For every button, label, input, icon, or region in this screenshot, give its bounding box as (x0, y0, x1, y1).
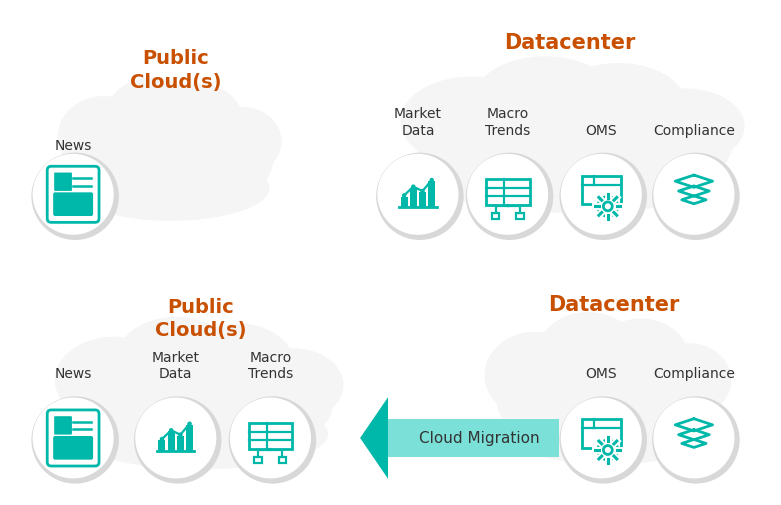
Ellipse shape (594, 320, 688, 398)
Ellipse shape (475, 58, 615, 142)
Circle shape (179, 433, 182, 436)
Bar (186, 425, 193, 451)
Ellipse shape (117, 318, 234, 400)
Circle shape (378, 155, 458, 235)
Circle shape (421, 190, 424, 193)
Bar (279, 457, 287, 463)
Circle shape (134, 397, 221, 483)
Ellipse shape (106, 79, 197, 156)
Circle shape (230, 398, 310, 478)
Text: Macro
Trends: Macro Trends (248, 350, 293, 381)
Ellipse shape (501, 395, 718, 464)
Bar (177, 436, 184, 451)
Circle shape (430, 179, 433, 182)
Bar (255, 457, 262, 463)
Circle shape (136, 398, 216, 478)
Ellipse shape (55, 338, 173, 423)
Bar (582, 420, 621, 448)
Text: News: News (55, 138, 92, 153)
Text: Cloud Migration: Cloud Migration (419, 431, 540, 445)
Ellipse shape (646, 344, 731, 416)
Circle shape (230, 397, 316, 483)
Text: Public
Cloud(s): Public Cloud(s) (155, 297, 247, 339)
FancyBboxPatch shape (53, 193, 93, 217)
Text: News: News (55, 367, 92, 381)
Bar (168, 432, 175, 451)
Ellipse shape (626, 90, 744, 164)
Text: Market
Data: Market Data (152, 350, 200, 381)
Text: Datacenter: Datacenter (548, 294, 680, 314)
Bar (248, 423, 292, 449)
Ellipse shape (244, 349, 343, 421)
Text: OMS: OMS (586, 367, 617, 381)
Circle shape (466, 154, 553, 240)
Ellipse shape (423, 142, 726, 213)
Circle shape (598, 197, 618, 217)
Circle shape (654, 398, 734, 478)
Circle shape (560, 154, 647, 240)
Circle shape (169, 429, 173, 432)
Circle shape (560, 397, 647, 483)
Ellipse shape (497, 342, 722, 457)
Bar (419, 193, 426, 208)
Ellipse shape (70, 107, 273, 215)
Bar (582, 176, 621, 205)
Ellipse shape (182, 325, 294, 403)
Text: Market
Data: Market Data (394, 107, 442, 137)
Ellipse shape (73, 156, 269, 221)
Circle shape (468, 155, 547, 235)
Circle shape (653, 154, 739, 240)
Ellipse shape (485, 333, 586, 418)
Text: Compliance: Compliance (653, 367, 735, 381)
Ellipse shape (552, 65, 685, 145)
Text: Macro
Trends: Macro Trends (485, 107, 530, 137)
Ellipse shape (401, 78, 541, 166)
Circle shape (562, 155, 641, 235)
Ellipse shape (418, 88, 731, 207)
Text: OMS: OMS (586, 123, 617, 137)
Bar (428, 182, 435, 208)
Circle shape (654, 155, 734, 235)
Circle shape (188, 422, 191, 425)
FancyBboxPatch shape (53, 436, 93, 460)
Ellipse shape (70, 347, 332, 462)
Circle shape (653, 397, 739, 483)
Text: Public
Cloud(s): Public Cloud(s) (130, 49, 222, 91)
Bar (515, 214, 523, 220)
Circle shape (562, 398, 641, 478)
Circle shape (32, 397, 118, 483)
Ellipse shape (538, 313, 638, 395)
Text: Compliance: Compliance (653, 123, 735, 137)
Bar (388, 419, 559, 457)
Circle shape (402, 194, 405, 197)
Ellipse shape (156, 85, 243, 159)
Bar (486, 180, 530, 206)
Polygon shape (360, 397, 388, 479)
Bar (159, 440, 166, 451)
Circle shape (34, 398, 113, 478)
Circle shape (34, 155, 113, 235)
Circle shape (412, 186, 415, 189)
Circle shape (377, 154, 463, 240)
Ellipse shape (205, 109, 281, 176)
Ellipse shape (59, 97, 149, 178)
Circle shape (160, 438, 163, 441)
Circle shape (32, 154, 118, 240)
Text: Datacenter: Datacenter (504, 33, 635, 53)
Bar (401, 197, 408, 208)
Bar (410, 188, 417, 208)
Ellipse shape (74, 400, 327, 469)
FancyBboxPatch shape (54, 173, 72, 191)
Bar (491, 214, 500, 220)
Circle shape (598, 440, 618, 460)
FancyBboxPatch shape (54, 416, 72, 435)
